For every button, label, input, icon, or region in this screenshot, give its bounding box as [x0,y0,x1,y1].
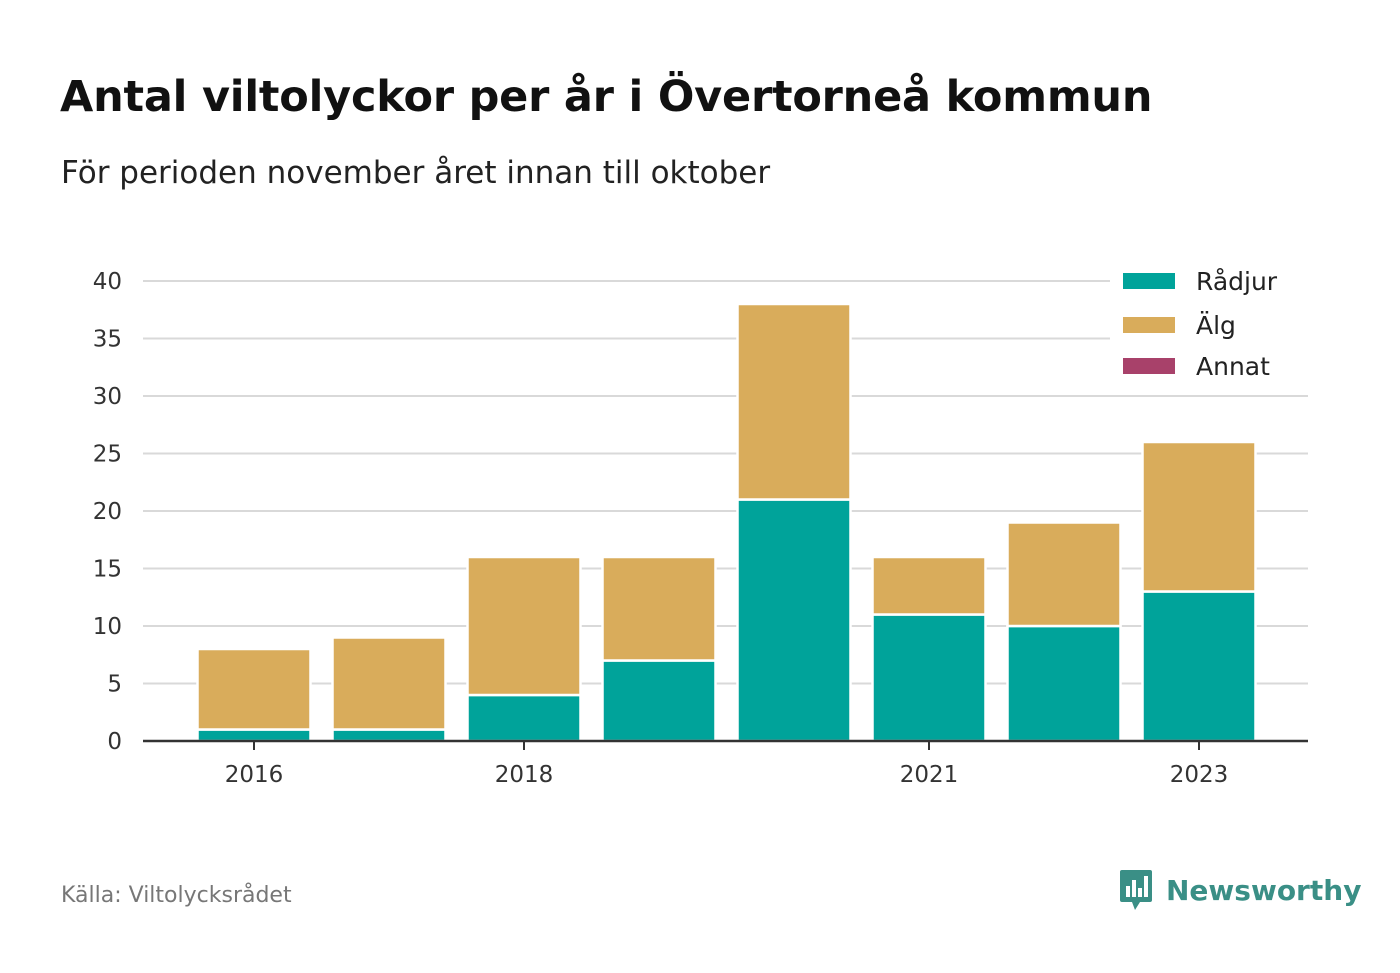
legend-label: Älg [1196,311,1236,340]
legend-label: Annat [1196,352,1270,381]
bar-segment-älg-2021 [871,555,987,616]
legend-label: Rådjur [1196,267,1278,296]
y-tick-label: 35 [93,327,122,353]
bar-segment-rådjur-2018 [466,693,582,743]
bar-segment-älg-2019 [601,555,717,662]
x-tick-label: 2021 [900,762,959,788]
bar-segment-rådjur-2021 [871,613,987,743]
chart-bubble-icon [1120,870,1152,910]
bar-segment-älg-2020 [736,302,852,501]
bar-segment-rådjur-2020 [736,498,852,743]
y-tick-label: 20 [93,499,122,525]
y-tick-label: 5 [107,672,122,698]
bar-segment-älg-2016 [196,647,312,731]
bar-segment-rådjur-2022 [1006,624,1122,743]
brand-name: Newsworthy [1166,873,1362,907]
legend-swatch-annat [1123,358,1175,374]
bar-segment-älg-2023 [1141,440,1257,593]
bar-segment-älg-2017 [331,636,447,731]
x-tick-label: 2023 [1170,762,1229,788]
x-tick-label: 2016 [225,762,284,788]
brand-logo: Newsworthy [1118,868,1361,912]
bar-segment-rådjur-2016 [196,728,312,743]
bar-segment-rådjur-2019 [601,659,717,743]
legend-swatch-rådjur [1123,273,1175,289]
y-tick-label: 30 [93,384,122,410]
bar-segment-älg-2022 [1006,521,1122,628]
y-tick-label: 0 [107,729,122,755]
legend-swatch-älg [1123,317,1175,333]
y-tick-label: 10 [93,614,122,640]
x-tick-label: 2018 [495,762,554,788]
source-note: Källa: Viltolycksrådet [61,883,292,908]
bar-segment-rådjur-2023 [1141,590,1257,743]
y-tick-label: 25 [93,442,122,468]
y-tick-label: 15 [93,557,122,583]
chart-subtitle: För perioden november året innan till ok… [61,155,771,191]
bar-segment-rådjur-2017 [331,728,447,743]
bar-segment-älg-2018 [466,555,582,697]
chart-title: Antal viltolyckor per år i Övertorneå ko… [60,72,1153,122]
y-tick-label: 40 [93,269,122,295]
